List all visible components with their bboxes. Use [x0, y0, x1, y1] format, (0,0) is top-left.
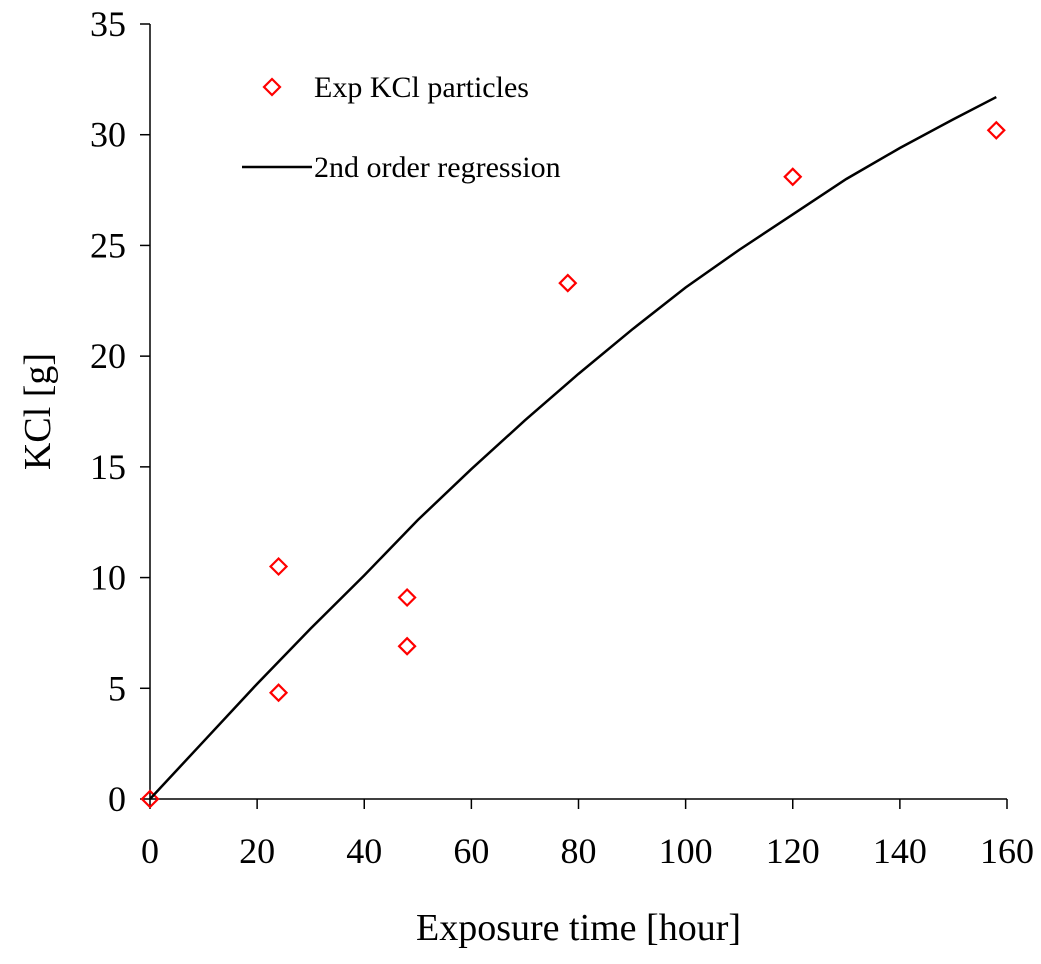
x-tick-label: 20	[239, 831, 275, 871]
x-tick-label: 120	[766, 831, 820, 871]
y-tick-label: 0	[108, 779, 126, 819]
y-tick-label: 5	[108, 668, 126, 708]
x-tick-label: 160	[980, 831, 1034, 871]
x-tick-label: 0	[141, 831, 159, 871]
legend: Exp KCl particles 2nd order regression	[242, 71, 561, 184]
x-tick-label: 80	[561, 831, 597, 871]
ticks: 0 20 40 60 80 100 120 140 160 0 5 10 15 20 25 30 35	[90, 4, 1034, 871]
y-tick-label: 30	[90, 115, 126, 155]
data-point-marker	[268, 556, 289, 577]
legend-label-exp: Exp KCl particles	[314, 71, 529, 104]
x-tick-label: 140	[873, 831, 927, 871]
data-point-marker	[397, 636, 417, 656]
y-axis-title: KCl [g]	[17, 353, 59, 470]
y-tick-label: 25	[90, 225, 126, 265]
series	[140, 95, 1006, 809]
y-tick-label: 10	[90, 558, 126, 598]
data-point-marker	[268, 683, 289, 703]
axes	[149, 24, 1007, 800]
legend-label-regression: 2nd order regression	[314, 151, 561, 184]
y-tick-label: 15	[90, 447, 126, 487]
data-point-marker	[783, 167, 803, 187]
legend-marker-exp	[262, 77, 282, 97]
x-tick-label: 100	[659, 831, 713, 871]
x-axis-title: Exposure time [hour]	[416, 907, 741, 949]
data-point-marker	[140, 789, 160, 809]
y-tick-label: 35	[90, 4, 126, 44]
x-tick-label: 40	[346, 831, 382, 871]
data-point-marker	[397, 587, 417, 608]
data-point-marker	[986, 120, 1006, 140]
data-point-marker	[558, 273, 578, 293]
y-tick-label: 20	[90, 336, 126, 376]
regression-line	[149, 95, 997, 800]
x-tick-label: 60	[453, 831, 489, 871]
